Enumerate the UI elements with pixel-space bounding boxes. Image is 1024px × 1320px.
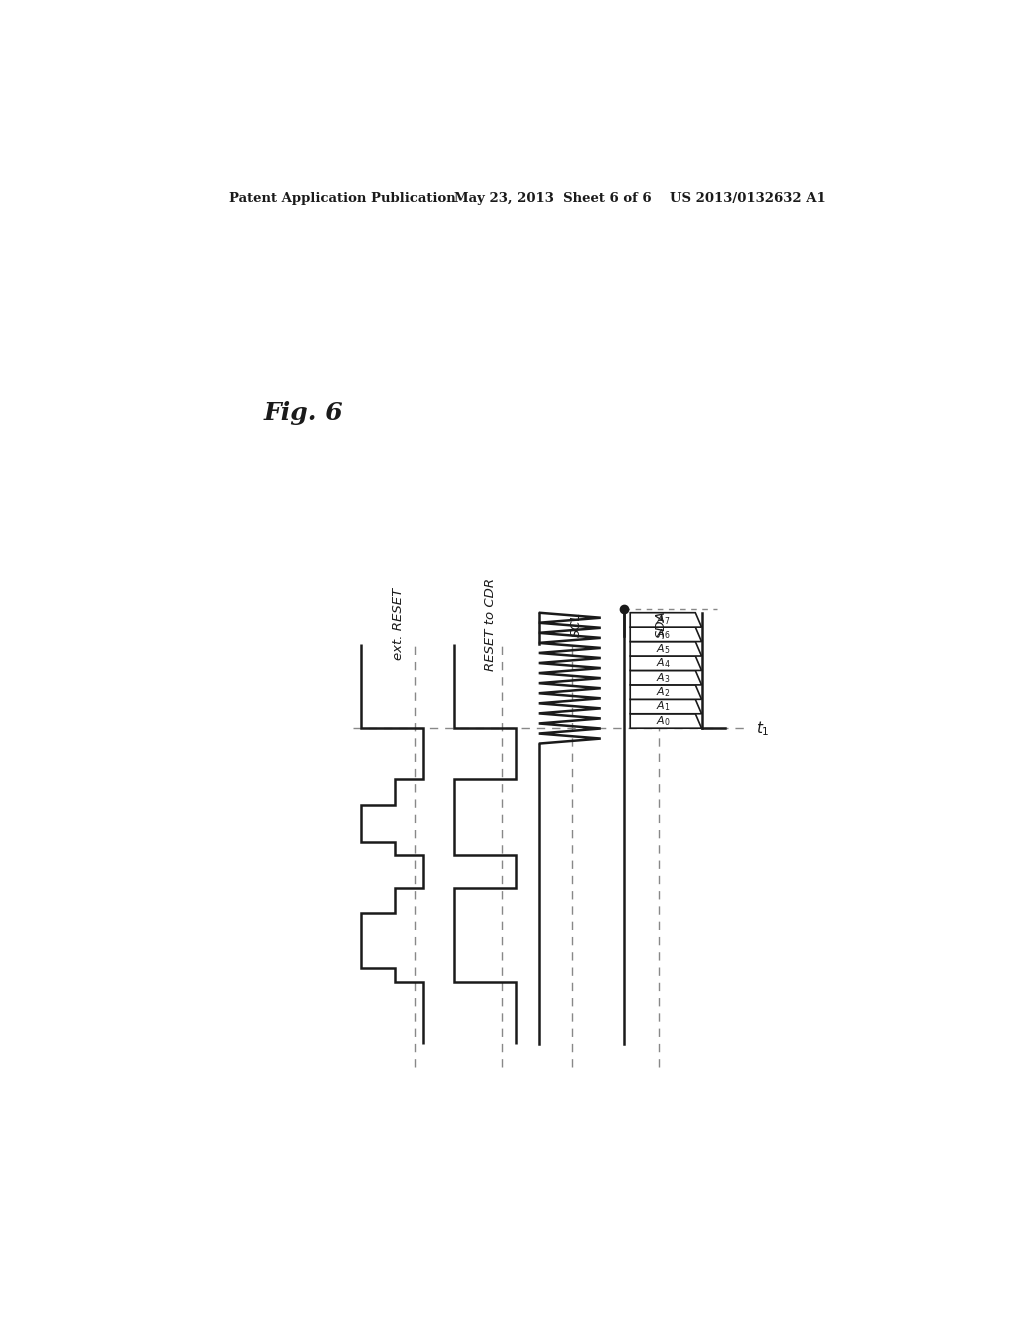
Text: $A_{1}$: $A_{1}$	[656, 700, 671, 713]
Polygon shape	[630, 671, 701, 685]
Text: SCL: SCL	[569, 611, 583, 636]
Text: $A_{4}$: $A_{4}$	[656, 656, 671, 671]
Polygon shape	[630, 642, 701, 656]
Polygon shape	[630, 700, 701, 714]
Text: ext. RESET: ext. RESET	[391, 589, 404, 660]
Text: Fig. 6: Fig. 6	[263, 401, 343, 425]
Text: $t_1$: $t_1$	[756, 719, 769, 738]
Text: SDA: SDA	[655, 610, 668, 638]
Polygon shape	[630, 656, 701, 671]
Text: $A_{5}$: $A_{5}$	[656, 642, 671, 656]
Text: Patent Application Publication: Patent Application Publication	[228, 191, 456, 205]
Text: $A_{6}$: $A_{6}$	[656, 627, 671, 642]
Text: $A_{0}$: $A_{0}$	[656, 714, 671, 727]
Text: $A_{2}$: $A_{2}$	[656, 685, 671, 700]
Text: May 23, 2013  Sheet 6 of 6: May 23, 2013 Sheet 6 of 6	[454, 191, 651, 205]
Text: RESET to CDR: RESET to CDR	[484, 578, 498, 671]
Polygon shape	[630, 714, 701, 729]
Text: $A_{7}$: $A_{7}$	[656, 612, 671, 627]
Text: US 2013/0132632 A1: US 2013/0132632 A1	[671, 191, 826, 205]
Polygon shape	[630, 612, 701, 627]
Text: $A_{3}$: $A_{3}$	[656, 671, 671, 685]
Polygon shape	[630, 685, 701, 700]
Polygon shape	[630, 627, 701, 642]
